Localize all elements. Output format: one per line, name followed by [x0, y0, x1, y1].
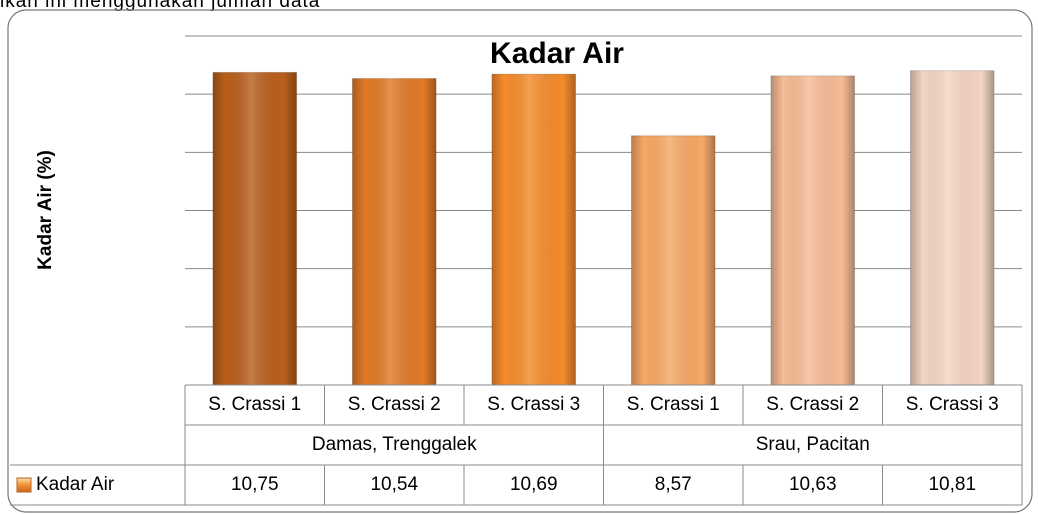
page-text: ikan ini menggunakan jumlah data [0, 0, 320, 12]
legend-key [16, 477, 32, 493]
bar-shade [491, 74, 576, 385]
chart-title: Kadar Air [490, 37, 624, 70]
value-label: 10,54 [370, 474, 418, 495]
value-label: 8,57 [655, 474, 692, 495]
x-tick-label: S. Crassi 2 [766, 394, 859, 415]
value-label: 10,75 [231, 474, 279, 495]
bar-shade [910, 70, 995, 386]
chart-border [7, 9, 1033, 513]
x-tick-label: S. Crassi 2 [348, 394, 441, 415]
group-label: Srau, Pacitan [756, 434, 870, 455]
bar-shade [212, 72, 297, 386]
value-label: 10,81 [928, 474, 976, 495]
x-tick-label: S. Crassi 3 [906, 394, 999, 415]
group-label: Damas, Trenggalek [312, 434, 477, 455]
value-label: 10,69 [510, 474, 558, 495]
x-tick-label: S. Crassi 3 [487, 394, 580, 415]
value-label: 10,63 [789, 474, 837, 495]
bar-shade [352, 78, 437, 385]
x-tick-label: S. Crassi 1 [208, 394, 301, 415]
bar-shade [770, 75, 855, 385]
bar-shade [631, 135, 716, 385]
y-axis-label: Kadar Air (%) [35, 150, 56, 270]
legend-label: Kadar Air [36, 474, 115, 495]
x-tick-label: S. Crassi 1 [627, 394, 720, 415]
